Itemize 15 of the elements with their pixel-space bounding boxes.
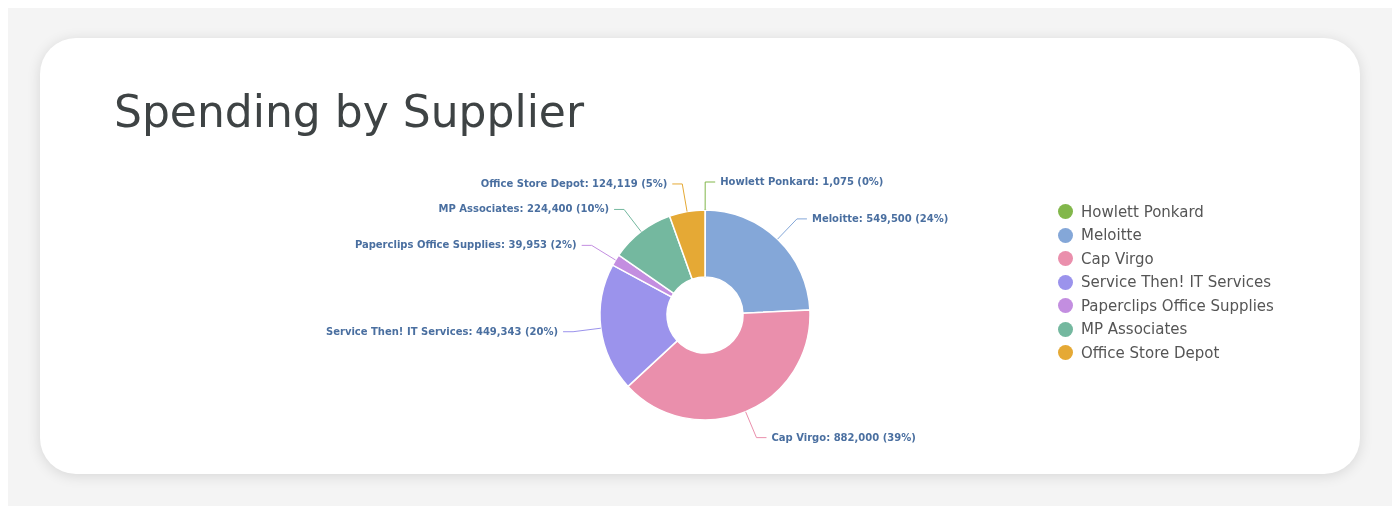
legend-label: Meloitte xyxy=(1081,226,1142,245)
legend-label: Howlett Ponkard xyxy=(1081,202,1204,221)
chart-title: Spending by Supplier xyxy=(114,86,585,137)
legend-label: Office Store Depot xyxy=(1081,343,1220,362)
data-label: MP Associates: 224,400 (10%) xyxy=(438,203,610,215)
data-label: Service Then! IT Services: 449,343 (20%) xyxy=(325,325,559,337)
data-label: Cap Virgo: 882,000 (39%) xyxy=(771,431,916,443)
legend-label: Paperclips Office Supplies xyxy=(1081,296,1274,315)
legend-label: Service Then! IT Services xyxy=(1081,273,1271,292)
data-label: Office Store Depot: 124,119 (5%) xyxy=(480,177,668,189)
legend-label: MP Associates xyxy=(1081,320,1188,339)
data-label: Paperclips Office Supplies: 39,953 (2%) xyxy=(354,239,577,251)
data-label: Howlett Ponkard: 1,075 (0%) xyxy=(720,176,884,187)
legend-label: Cap Virgo xyxy=(1081,249,1154,268)
data-label: Meloitte: 549,500 (24%) xyxy=(811,212,949,224)
